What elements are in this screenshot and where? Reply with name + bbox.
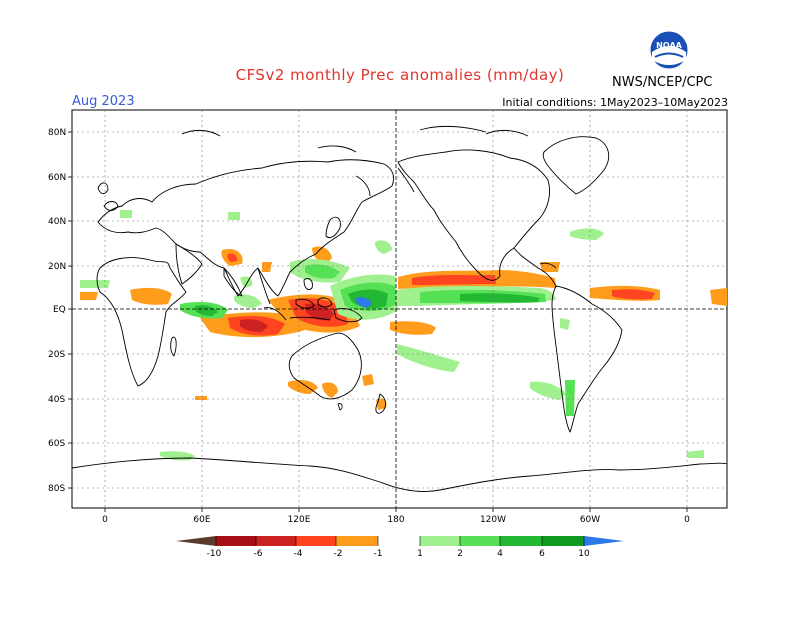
lat-label: EQ [53, 305, 66, 315]
lon-label: 60E [193, 515, 210, 525]
colorbar-swatch [542, 536, 584, 546]
initial-conditions: Initial conditions: 1May2023–10May2023 [502, 96, 728, 109]
lat-label: 80N [48, 128, 66, 138]
lat-label: 60S [48, 439, 65, 449]
graticule [72, 110, 727, 508]
lon-ticks [104, 508, 688, 512]
coastlines [71, 125, 728, 493]
lat-label: 20N [48, 262, 66, 272]
lon-label: 120W [480, 515, 506, 525]
colorbar-label: -10 [207, 549, 222, 559]
map-title: CFSv2 monthly Prec anomalies (mm/day) [235, 66, 565, 84]
lat-label: 60N [48, 173, 66, 183]
colorbar-label: 2 [457, 549, 463, 559]
wet-anomaly-areas [80, 210, 704, 461]
dry-anomaly-areas [80, 246, 727, 410]
colorbar-label: 6 [539, 549, 545, 559]
colorbar-label: -1 [374, 549, 383, 559]
colorbar-swatch [378, 536, 420, 546]
lat-ticks [68, 131, 72, 489]
lon-label: 180 [387, 515, 404, 525]
lat-label: 20S [48, 350, 65, 360]
colorbar-swatch [460, 536, 500, 546]
colorbar-swatch [500, 536, 542, 546]
agency-label: NWS/NCEP/CPC [612, 75, 713, 90]
colorbar-swatch [296, 536, 336, 546]
colorbar-label: 10 [578, 549, 590, 559]
logo-text: NOAA [656, 41, 682, 50]
lon-label: 0 [102, 515, 108, 525]
colorbar-label: -4 [294, 549, 303, 559]
colorbar-arrow-high [584, 536, 624, 546]
colorbar-swatch [216, 536, 256, 546]
longitude-labels: 0 60E 120E 180 120W 60W 0 [102, 515, 690, 525]
lat-label: 80S [48, 484, 65, 494]
lon-label: 60W [580, 515, 600, 525]
lon-label: 0 [684, 515, 690, 525]
colorbar-label: 4 [497, 549, 503, 559]
colorbar-swatch [256, 536, 296, 546]
colorbar-label: 1 [417, 549, 423, 559]
lat-label: 40N [48, 217, 66, 227]
latitude-labels: 80N 60N 40N 20N EQ 20S 40S 60S 80S [48, 128, 66, 494]
colorbar-label: -6 [254, 549, 263, 559]
lat-label: 40S [48, 395, 65, 405]
colorbar-label: -2 [334, 549, 343, 559]
colorbar-swatch [336, 536, 378, 546]
colorbar-swatch [420, 536, 460, 546]
lon-label: 120E [288, 515, 311, 525]
colorbar-arrow-low [176, 536, 216, 546]
colorbar: -10 -6 -4 -2 -1 1 2 4 6 10 [176, 536, 624, 559]
noaa-logo: NOAA [649, 30, 689, 70]
forecast-month: Aug 2023 [72, 94, 135, 109]
